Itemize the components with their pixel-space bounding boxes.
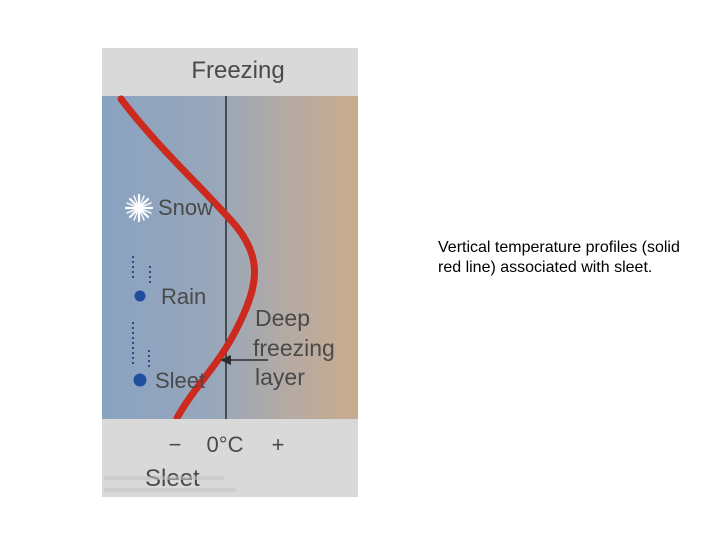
deep-freezing-line3: layer [255, 364, 305, 390]
temperature-profile-line [117, 95, 258, 422]
sleet-label: Sleet [155, 368, 205, 393]
figure-caption: Vertical temperature profiles (solid red… [438, 239, 680, 276]
arrow-left-icon [220, 355, 268, 365]
header-label: Freezing [191, 57, 284, 84]
rain-label: Rain [161, 284, 206, 309]
axis-plus-label: + [272, 432, 285, 457]
axis-zero-label: 0°C [207, 432, 244, 457]
deep-freezing-layer-label: Deep freezing layer [253, 305, 341, 390]
axis-minus-label: − [169, 432, 182, 457]
temperature-gradient-area [102, 96, 358, 419]
raindrop-icon [134, 290, 146, 302]
rain-fall-trail [132, 256, 151, 284]
footer-panel [102, 419, 358, 497]
faint-credit-watermark [104, 476, 236, 492]
deep-freezing-line2: freezing [253, 335, 335, 361]
header-panel [102, 48, 358, 96]
snowflake-icon [124, 193, 154, 223]
sleet-pellet-icon [133, 373, 147, 387]
deep-freezing-line1: Deep [255, 305, 310, 331]
sleet-fall-trail [132, 322, 150, 370]
snow-label: Snow [158, 195, 213, 220]
